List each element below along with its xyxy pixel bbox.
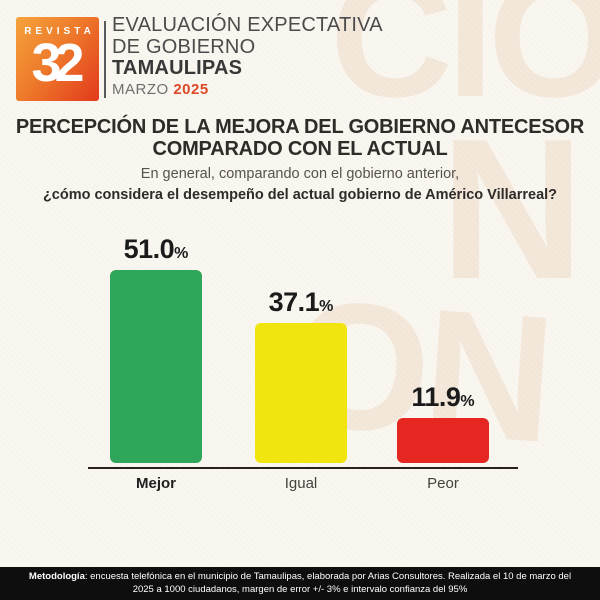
bar-value-label-peor: 11.9% (411, 382, 474, 413)
bar-rect-igual (255, 323, 347, 463)
header-state-name: TAMAULIPAS (112, 57, 243, 79)
bar-value-number: 11.9 (411, 382, 461, 412)
bar-column-mejor: 51.0% (110, 234, 202, 463)
methodology-body: : encuesta telefónica en el municipio de… (84, 571, 572, 595)
page-title: PERCEPCIÓN DE LA MEJORA DEL GOBIERNO ANT… (0, 116, 600, 160)
bar-column-igual: 37.1% (255, 287, 347, 463)
chart-baseline (88, 467, 518, 469)
methodology-text: Metodología: encuesta telefónica en el m… (0, 571, 600, 596)
header-text-block: EVALUACIÓN EXPECTATIVA DE GOBIERNO TAMAU… (112, 14, 582, 100)
bar-value-number: 51.0 (123, 234, 175, 264)
page-title-line-1: PERCEPCIÓN DE LA MEJORA DEL GOBIERNO ANT… (15, 116, 585, 138)
percent-sign: % (174, 245, 189, 262)
category-labels-row: Mejor Igual Peor (0, 469, 600, 493)
chart-subtitle: En general, comparando con el gobierno a… (140, 166, 460, 182)
percent-sign: % (319, 298, 334, 315)
category-label-peor: Peor (427, 475, 459, 492)
bar-column-peor: 11.9% (397, 382, 489, 463)
bar-rect-mejor (110, 270, 202, 463)
header-line-1: EVALUACIÓN EXPECTATIVA (112, 14, 383, 36)
category-label-igual: Igual (284, 475, 318, 492)
bar-chart: 51.0% 37.1% 11.9% Mejor Igual Peor (0, 230, 600, 510)
logo-brand-text: REVISTA (24, 26, 95, 37)
bar-value-label-igual: 37.1% (269, 287, 334, 318)
bars-area: 51.0% 37.1% 11.9% (0, 230, 600, 463)
header-divider (104, 21, 106, 98)
header-month: MARZO (112, 80, 174, 98)
page-title-line-2: COMPARADO CON EL ACTUAL (152, 138, 448, 160)
header-line-2: DE GOBIERNO (112, 35, 256, 58)
header-year: 2025 (173, 80, 209, 98)
methodology-footer: Metodología: encuesta telefónica en el m… (0, 567, 600, 600)
bar-rect-peor (397, 418, 489, 463)
survey-question: ¿cómo considera el desempeño del actual … (42, 187, 558, 203)
header-date: MARZO 2025 (112, 80, 582, 100)
bar-value-number: 37.1 (268, 287, 320, 317)
bar-value-label-mejor: 51.0% (124, 234, 189, 265)
logo-number: 32 (31, 33, 84, 93)
methodology-label: Metodología (28, 571, 85, 582)
percent-sign: % (460, 393, 475, 410)
category-label-mejor: Mejor (135, 475, 176, 492)
revista-32-logo: REVISTA 32 (16, 17, 99, 101)
